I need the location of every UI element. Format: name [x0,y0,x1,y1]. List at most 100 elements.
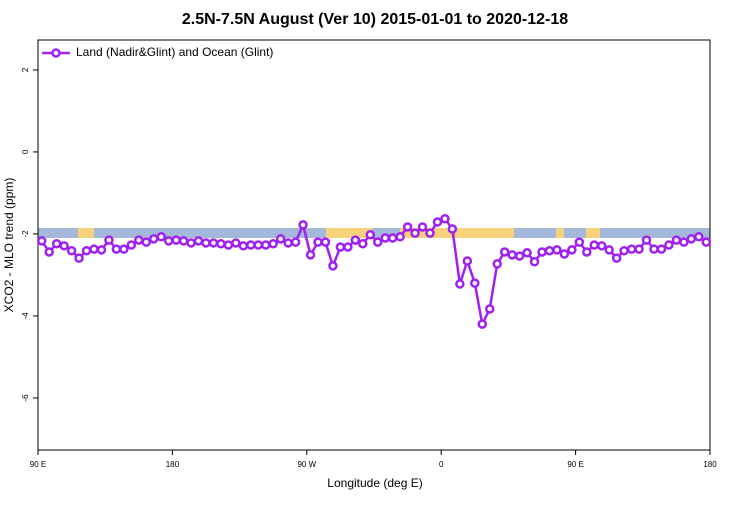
data-point [537,247,547,257]
data-point [313,237,323,247]
data-point [686,234,697,244]
data-point [178,236,189,246]
data-point [141,237,152,247]
data-point [567,245,577,255]
data-point [283,238,293,248]
data-point [343,242,353,252]
data-point [51,239,62,249]
data-point [552,245,562,255]
data-point [604,245,614,255]
data-point [470,278,480,288]
data-point [402,222,413,232]
data-point [238,241,249,251]
data-point [275,234,286,244]
x-tick-label: 90 E [567,460,583,469]
data-point [246,240,256,250]
data-point [387,233,398,243]
data-point [59,241,69,251]
data-point [596,241,607,251]
data-point [260,240,271,250]
data-point [455,279,465,289]
data-point [193,236,204,246]
data-point [298,220,308,230]
data-point [671,235,682,245]
data-point [529,257,540,267]
y-tick-label: -2 [21,230,30,238]
data-point [328,261,338,271]
data-point [484,304,495,314]
data-point [223,240,234,250]
data-point [372,237,383,247]
data-point [417,222,428,232]
data-point [66,245,77,256]
data-point [148,234,159,244]
data-point [163,236,174,246]
data-point [589,240,600,250]
x-axis-label: Longitude (deg E) [327,476,422,490]
data-point [350,235,361,245]
data-point [522,248,532,258]
data-point [216,239,226,249]
chart-title: 2.5N-7.5N August (Ver 10) 2015-01-01 to … [182,11,568,28]
land-patch [326,228,372,238]
y-tick-label: -4 [21,312,30,320]
data-point [253,240,264,250]
data-point [134,235,144,245]
data-point [96,245,107,255]
data-point [126,240,137,250]
data-point [44,247,54,257]
data-point [499,247,510,257]
data-point [641,235,652,245]
y-axis-label: XCO2 - MLO trend (ppm) [2,178,16,313]
y-tick-label: 2 [21,67,30,72]
data-point [507,250,517,260]
land-patch [78,228,94,238]
data-point [231,238,241,248]
data-point [425,228,435,238]
data-point [514,251,525,261]
data-point [74,253,84,263]
data-point [679,237,689,247]
data-point [36,236,47,246]
y-tick-label: -6 [21,394,30,402]
data-point [104,235,114,245]
data-point [335,242,346,252]
data-point [186,238,196,248]
land-patch [400,228,514,238]
data-point [305,250,316,260]
data-point [477,319,488,329]
data-point [626,244,637,254]
land-patch [586,228,600,238]
x-tick-label: 90 W [297,460,316,469]
data-point [119,244,129,254]
x-tick-label: 0 [439,460,444,469]
data-point [201,238,211,248]
data-point [656,244,667,254]
data-point [649,244,659,254]
x-tick-label: 180 [166,460,180,469]
data-point [664,240,674,250]
data-point [582,247,592,257]
data-point [492,259,502,269]
data-point [701,237,712,247]
data-point [395,232,405,242]
data-point [410,228,420,238]
legend-label: Land (Nadir&Glint) and Ocean (Glint) [76,45,273,59]
data-point [440,214,450,224]
data-point [611,253,622,263]
data-point [432,217,443,227]
data-point [111,244,122,254]
data-point [171,235,181,245]
data-point [320,237,331,247]
data-point [574,237,585,247]
data-point [156,232,166,242]
data-point [290,237,301,247]
data-point [365,230,376,240]
data-point [694,232,704,242]
x-tick-label: 180 [703,460,717,469]
y-tick-label: 0 [21,149,30,154]
data-point [544,245,555,256]
data-point [81,245,92,256]
